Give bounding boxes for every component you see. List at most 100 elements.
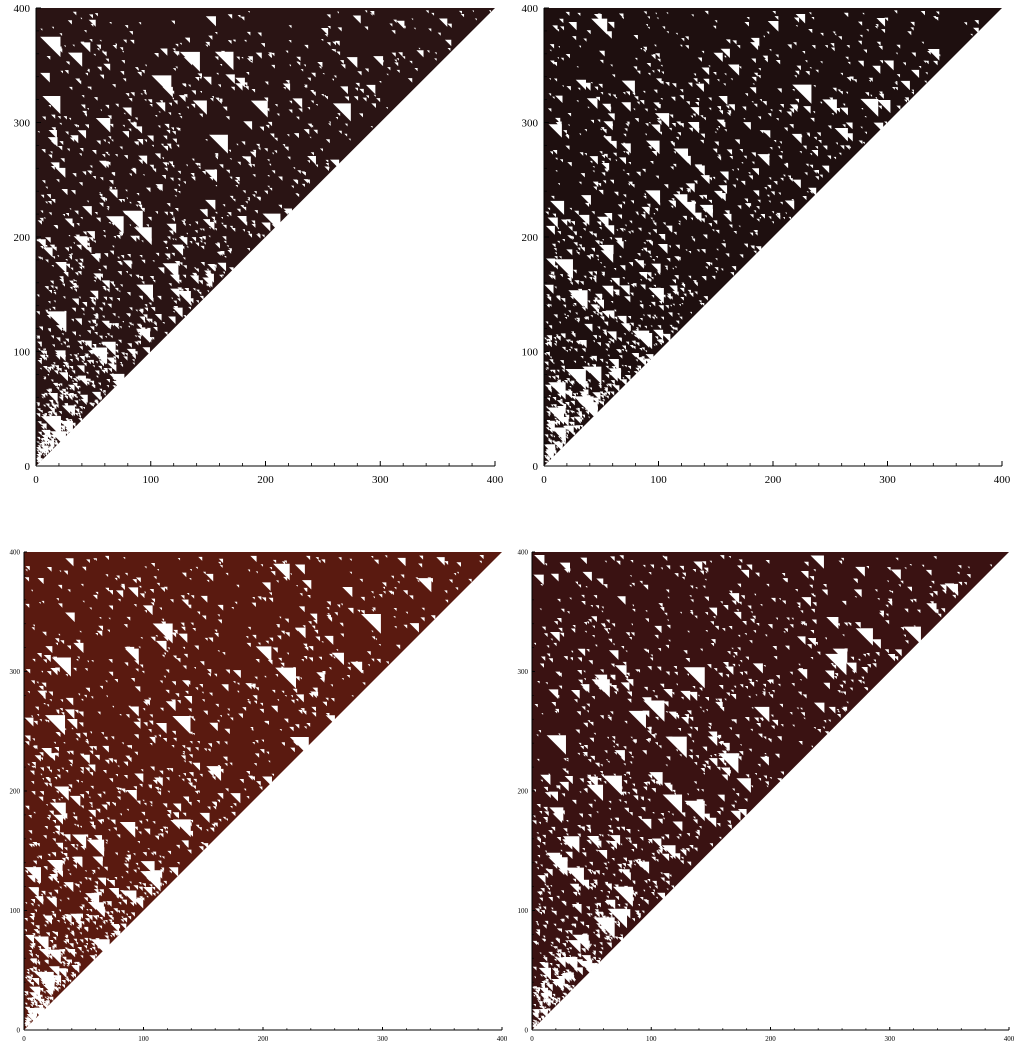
hole-mark [227,40,232,45]
hole-mark [249,151,256,158]
hole-mark [544,460,547,464]
hole-mark [635,669,638,673]
hole-mark [332,103,351,122]
hole-mark [642,860,645,863]
hole-mark [30,898,36,904]
hole-mark [569,974,575,980]
hole-mark [53,945,57,949]
hole-mark [472,10,475,13]
hole-mark [187,849,192,854]
hole-mark [30,922,35,926]
hole-mark [605,840,610,845]
hole-mark [274,137,278,142]
hole-mark [99,889,102,892]
hole-mark [25,805,30,810]
hole-mark [191,158,195,162]
hole-mark [56,981,59,984]
hole-mark [667,619,669,622]
hole-mark [279,616,282,619]
hole-mark [177,184,181,187]
hole-mark [367,664,370,667]
hole-mark [708,223,712,227]
hole-mark [212,220,217,224]
hole-mark [24,1023,28,1027]
hole-mark [88,237,94,242]
hole-mark [149,104,153,107]
hole-mark [661,341,664,344]
hole-mark [666,293,671,298]
hole-mark [809,584,813,589]
hole-mark [538,967,552,981]
hole-mark [48,966,60,977]
hole-mark [324,635,334,645]
hole-mark [167,850,172,855]
hole-mark [694,291,698,295]
hole-mark [29,770,35,776]
hole-mark [732,40,737,45]
hole-mark [634,118,639,123]
hole-mark [657,243,668,254]
hole-mark [33,745,38,750]
hole-mark [636,70,641,75]
hole-mark [285,50,289,54]
hole-mark [104,198,108,202]
hole-mark [149,276,154,281]
hole-mark [753,190,760,197]
hole-mark [894,87,898,91]
hole-mark [70,386,75,391]
hole-mark [364,26,369,31]
hole-mark [68,784,73,789]
hole-mark [250,555,257,563]
hole-mark [716,248,719,251]
hole-mark [92,385,96,389]
hole-mark [94,317,97,320]
hole-mark [120,71,125,76]
hole-mark [687,82,693,88]
hole-mark [738,225,741,228]
hole-mark [75,376,80,382]
hole-mark [188,761,192,765]
hole-mark [628,751,632,756]
hole-mark [28,950,32,954]
hole-mark [241,57,244,59]
hole-mark [578,742,582,746]
hole-mark [43,392,48,397]
hole-mark [47,374,50,376]
hole-mark [78,916,82,920]
hole-mark [583,366,602,385]
hole-mark [224,763,228,767]
hole-mark [91,404,94,407]
hole-mark [549,304,552,307]
hole-mark [341,678,344,681]
hole-mark [86,231,95,240]
hole-mark [397,557,406,567]
hole-mark [290,699,295,704]
hole-mark [96,48,100,51]
hole-mark [77,262,83,268]
hole-mark [573,916,578,922]
hole-mark [52,306,56,311]
hole-mark [568,406,571,409]
hole-mark [257,32,262,37]
hole-mark [272,559,277,564]
hole-mark [50,141,55,145]
hole-mark [479,560,482,564]
hole-mark [169,768,174,773]
hole-mark [153,326,158,332]
hole-mark [166,650,169,653]
hole-mark [177,557,181,561]
hole-mark [90,23,94,27]
hole-mark [576,412,579,415]
hole-mark [585,925,590,929]
hole-mark [75,318,82,326]
hole-mark [86,69,90,73]
hole-mark [168,283,172,287]
hole-mark [837,710,840,713]
hole-mark [44,286,49,291]
hole-mark [768,216,772,220]
hole-mark [105,801,110,806]
hole-mark [290,695,294,698]
y-tick-label: 0 [533,461,539,473]
hole-mark [617,596,626,605]
hole-mark [177,287,182,292]
